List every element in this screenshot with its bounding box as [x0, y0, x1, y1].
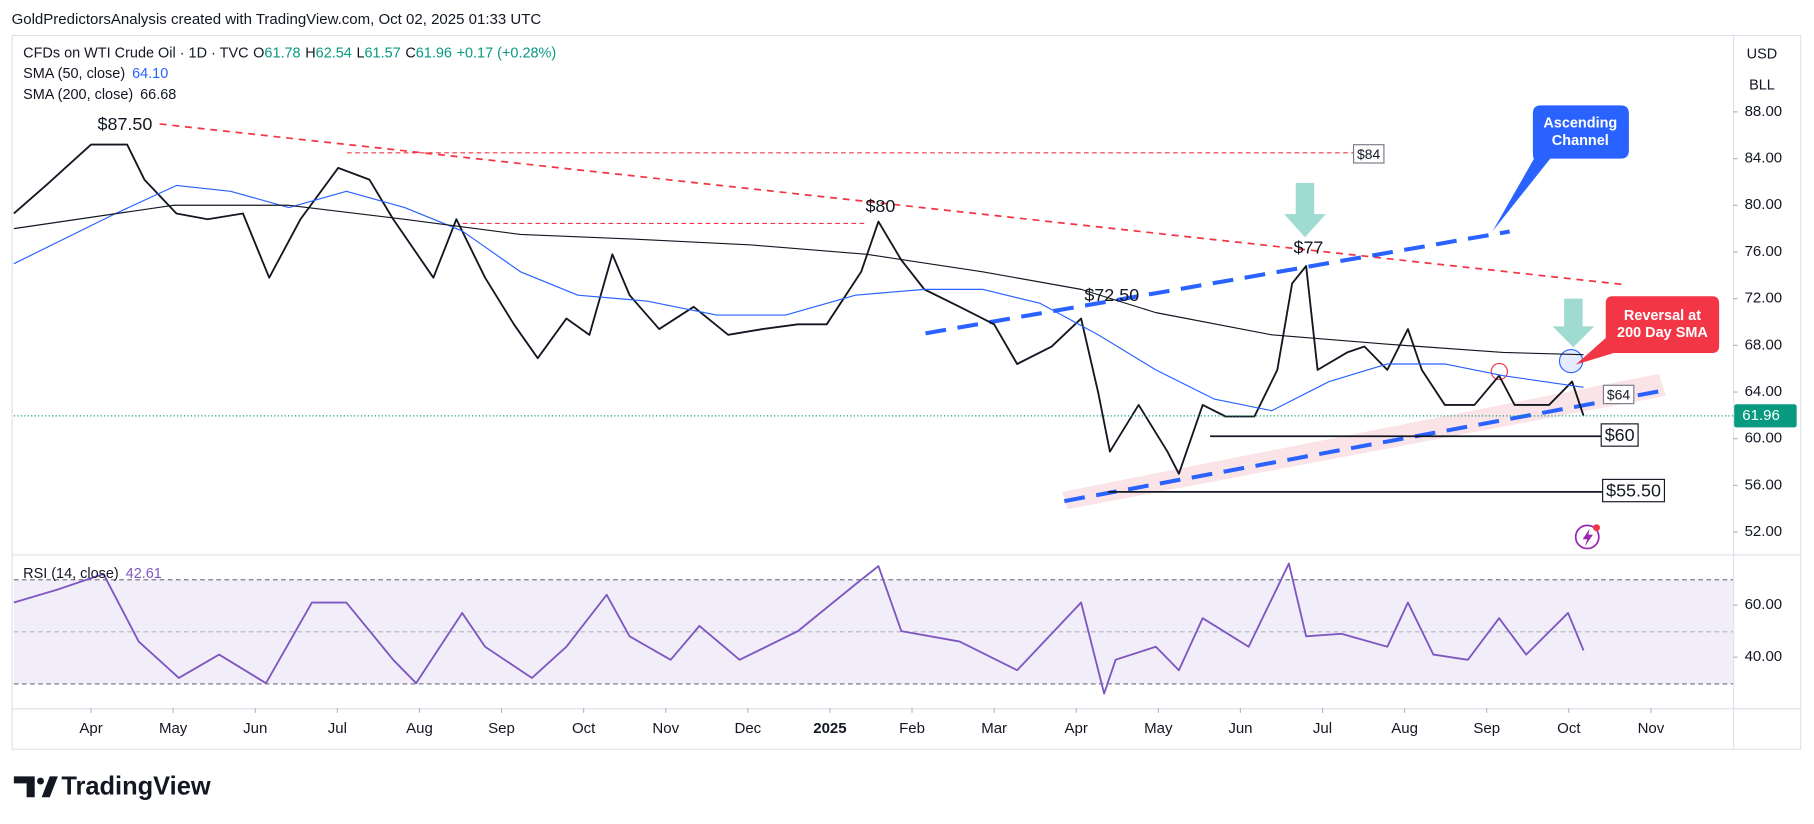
x-tick-label: Mar — [981, 720, 1007, 737]
legend-symbol: CFDs on WTI Crude Oil · 1D · TVC — [23, 45, 248, 61]
annotation: $72.50 — [1084, 285, 1139, 305]
annotation-box — [1602, 478, 1666, 503]
callout-text: Reversal at — [1624, 308, 1701, 324]
annotation: $84 — [1357, 146, 1380, 162]
y-tick-label: 88.00 — [1745, 103, 1783, 120]
annotation-box — [1602, 384, 1635, 405]
x-tick-label: Oct — [1557, 720, 1581, 737]
x-tick-label: May — [1144, 720, 1173, 737]
legend-entry: SMA (50, close) 64.10 — [23, 66, 168, 82]
legend-value: 42.61 — [126, 566, 162, 582]
brand-logo — [13, 776, 58, 798]
last-price-label: 61.96 — [1742, 407, 1780, 424]
annotation: $77 — [1293, 238, 1323, 258]
y-tick-label: 40.00 — [1745, 648, 1783, 665]
annotation: $64 — [1607, 386, 1630, 402]
x-tick-label: Nov — [1638, 720, 1665, 737]
y-tick-label: 84.00 — [1745, 150, 1783, 167]
channel-zone — [1062, 373, 1666, 510]
down-arrow — [1284, 182, 1326, 238]
x-tick-label: Oct — [572, 720, 596, 737]
x-tick-label: Dec — [734, 720, 761, 737]
frame — [11, 34, 1802, 750]
ohlc-value: 61.78 — [264, 45, 300, 61]
x-tick-label: May — [159, 720, 188, 737]
y-tick-label: 52.00 — [1745, 523, 1783, 540]
x-tick-label: Apr — [79, 720, 102, 737]
header: GoldPredictorsAnalysis created with Trad… — [12, 11, 542, 28]
last-price-tag — [1734, 404, 1797, 428]
ohlc-value: 62.54 — [316, 45, 352, 61]
legend-name: SMA (200, close) — [23, 87, 133, 103]
ohlc-label: H — [305, 45, 315, 61]
y-tick-label: 56.00 — [1745, 476, 1783, 493]
callout-text: Channel — [1552, 133, 1609, 149]
channel-upper-line — [925, 229, 1511, 336]
annotation: $87.50 — [98, 114, 153, 134]
callout-box — [1575, 296, 1720, 365]
x-tick-label: Aug — [1391, 720, 1418, 737]
annotation: $80 — [865, 196, 895, 216]
legend-value: 66.68 — [140, 87, 176, 103]
change: +0.17 (+0.28%) — [457, 45, 557, 61]
y-tick-label: 64.00 — [1745, 383, 1783, 400]
x-tick-label: Jun — [243, 720, 267, 737]
y-tick-label: 76.00 — [1745, 243, 1783, 260]
annotation: $60 — [1605, 425, 1635, 445]
callout-box — [1492, 105, 1629, 232]
x-tick-label: Feb — [899, 720, 925, 737]
y-tick-label: 68.00 — [1745, 336, 1783, 353]
marker-circle — [1490, 362, 1509, 381]
x-tick-label: Jul — [328, 720, 347, 737]
legend-title: CFDs on WTI Crude Oil · 1D · TVC O61.78 H6… — [23, 45, 556, 61]
ohlc-label: L — [356, 45, 364, 61]
x-tick-label: Nov — [652, 720, 679, 737]
y-tick-label: 60.00 — [1745, 430, 1783, 447]
legend-name: SMA (50, close) — [23, 66, 125, 82]
channel-lower-line — [1063, 389, 1661, 504]
down-arrow — [1552, 298, 1595, 348]
annotation-box — [1600, 423, 1639, 447]
annotation-box — [1352, 144, 1385, 164]
legend-value: 64.10 — [132, 66, 168, 82]
ohlc-value: 61.57 — [365, 45, 401, 61]
downtrend-line — [159, 123, 1626, 286]
x-tick-label: 2025 — [813, 720, 846, 737]
ohlc-label: C — [405, 45, 415, 61]
series-line — [13, 184, 1584, 412]
legend-name: RSI (14, close) — [23, 566, 119, 582]
callout-text: 200 Day SMA — [1617, 325, 1708, 341]
ohlc-value: 61.96 — [416, 45, 452, 61]
callout-text: Ascending — [1543, 116, 1617, 132]
brand-name: TradingView — [61, 773, 211, 801]
unit: BLL — [1749, 78, 1775, 94]
annotation: $55.50 — [1606, 481, 1661, 501]
legend-entry: RSI (14, close) 42.61 — [23, 566, 162, 582]
ohlc-label: O — [253, 45, 264, 61]
x-tick-label: Sep — [488, 720, 515, 737]
series-line — [13, 204, 1584, 356]
currency: USD — [1747, 46, 1778, 62]
x-tick-label: Aug — [406, 720, 433, 737]
x-tick-label: Apr — [1065, 720, 1088, 737]
x-tick-label: Jul — [1313, 720, 1332, 737]
marker-circle — [1558, 348, 1584, 374]
legend-entry: SMA (200, close) 66.68 — [23, 87, 176, 103]
y-tick-label: 80.00 — [1745, 196, 1783, 213]
y-tick-label: 60.00 — [1745, 596, 1783, 613]
x-tick-label: Jun — [1228, 720, 1252, 737]
y-tick-label: 72.00 — [1745, 290, 1783, 307]
series-line — [13, 562, 1585, 695]
alert-icon — [1574, 524, 1600, 550]
x-tick-label: Sep — [1473, 720, 1500, 737]
